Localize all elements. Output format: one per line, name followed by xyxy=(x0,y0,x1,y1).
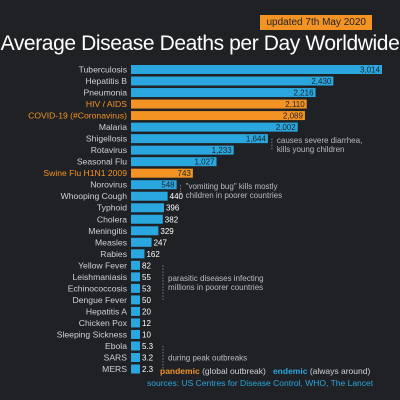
value-label-swine-flu-h1n1-2009: 743 xyxy=(178,169,192,178)
value-label-seasonal-flu: 1,027 xyxy=(194,158,215,167)
value-label-typhoid: 396 xyxy=(166,204,180,213)
bar-measles xyxy=(131,237,152,247)
value-label-cholera: 382 xyxy=(165,215,179,224)
bar-hepatitis-b xyxy=(131,76,334,86)
bar-shigellosis xyxy=(131,134,268,144)
category-label-hiv-aids: HIV / AIDS xyxy=(86,99,127,109)
bar-yellow-fever xyxy=(131,260,140,270)
value-label-chicken-pox: 12 xyxy=(142,319,151,328)
category-label-hepatitis-b: Hepatitis B xyxy=(85,76,127,86)
category-label-swine-flu-h1n1-2009: Swine Flu H1N1 2009 xyxy=(43,168,127,178)
updated-badge: updated 7th May 2020 xyxy=(260,15,372,30)
bar-leishmaniasis xyxy=(131,272,140,282)
category-label-covid-19-coronavirus: COVID-19 (#Coronavirus) xyxy=(28,111,127,121)
bar-tuberculosis xyxy=(131,65,382,74)
bar-typhoid xyxy=(131,203,164,213)
bar-pneumonia xyxy=(131,88,316,98)
value-label-rabies: 162 xyxy=(146,250,160,259)
annotation-text-0-1: kills young children xyxy=(277,145,345,154)
bar-meningitis xyxy=(131,226,159,236)
category-label-ebola: Ebola xyxy=(105,341,127,351)
value-label-mers: 2.3 xyxy=(142,365,154,374)
chart-title: Average Disease Deaths per Day Worldwide xyxy=(0,32,400,55)
value-label-meningitis: 329 xyxy=(160,227,174,236)
category-label-rotavirus: Rotavirus xyxy=(91,145,127,155)
category-label-sleeping-sickness: Sleeping Sickness xyxy=(57,329,127,339)
value-label-norovirus: 548 xyxy=(161,181,175,190)
category-label-measles: Measles xyxy=(95,237,127,247)
annotation-text-2-1: millions in poorer countries xyxy=(168,283,263,292)
bar-whooping-cough xyxy=(131,191,168,201)
bar-malaria xyxy=(131,122,298,132)
bar-covid-19-coronavirus xyxy=(131,111,305,121)
category-label-whooping-cough: Whooping Cough xyxy=(61,191,128,201)
annotation-text-1-1: children in poorer countries xyxy=(186,191,282,200)
category-label-echinococcosis: Echinococcosis xyxy=(68,283,127,293)
bar-cholera xyxy=(131,214,163,224)
bar-sleeping-sickness xyxy=(131,329,140,339)
bar-dengue-fever xyxy=(131,295,140,305)
annotation-text-1-0: "vomiting bug" kills mostly xyxy=(186,182,278,191)
value-label-shigellosis: 1,644 xyxy=(246,135,267,144)
bar-mers xyxy=(131,364,140,374)
legend-endemic-note: (always around) xyxy=(309,366,371,376)
category-label-dengue-fever: Dengue Fever xyxy=(73,295,128,305)
legend-endemic-label: endemic xyxy=(272,366,308,376)
annotation-text-3-0: during peak outbreaks xyxy=(168,354,247,363)
value-label-whooping-cough: 440 xyxy=(170,192,184,201)
value-label-rotavirus: 1,233 xyxy=(212,146,233,155)
value-label-malaria: 2,002 xyxy=(276,123,297,132)
legend: pandemic (global outbreak) endemic (alwa… xyxy=(160,366,370,376)
value-label-hepatitis-b: 2,430 xyxy=(311,77,332,86)
category-label-chicken-pox: Chicken Pox xyxy=(79,318,128,328)
bar-hiv-aids xyxy=(131,99,307,109)
category-label-cholera: Cholera xyxy=(97,214,127,224)
bar-swine-flu-h1n1-2009 xyxy=(131,168,193,178)
category-label-mers: MERS xyxy=(102,364,127,374)
value-label-yellow-fever: 82 xyxy=(142,261,151,270)
bar-norovirus xyxy=(131,180,177,190)
value-label-covid-19-coronavirus: 2,089 xyxy=(283,112,304,121)
category-label-shigellosis: Shigellosis xyxy=(86,134,127,144)
value-label-ebola: 5.3 xyxy=(142,342,154,351)
bar-chicken-pox xyxy=(131,318,140,328)
category-label-pneumonia: Pneumonia xyxy=(84,88,128,98)
category-label-rabies: Rabies xyxy=(100,249,127,259)
legend-pandemic-label: pandemic xyxy=(160,366,200,376)
bar-rotavirus xyxy=(131,145,234,155)
value-label-tuberculosis: 3,014 xyxy=(360,66,381,75)
value-label-leishmaniasis: 55 xyxy=(142,273,151,282)
category-label-hepatitis-a: Hepatitis A xyxy=(86,306,127,316)
category-label-typhoid: Typhoid xyxy=(97,203,127,213)
value-label-measles: 247 xyxy=(154,238,168,247)
value-label-hiv-aids: 2,110 xyxy=(285,100,305,109)
value-label-sleeping-sickness: 10 xyxy=(142,330,151,339)
value-label-echinococcosis: 53 xyxy=(142,284,151,293)
bar-seasonal-flu xyxy=(131,157,217,167)
category-label-meningitis: Meningitis xyxy=(88,226,127,236)
value-label-sars: 3.2 xyxy=(142,354,154,363)
category-label-malaria: Malaria xyxy=(99,122,127,132)
annotation-text-0-0: causes severe diarrhea, xyxy=(277,136,362,145)
bar-sars xyxy=(131,353,140,362)
value-label-dengue-fever: 50 xyxy=(142,296,151,305)
annotation-text-2-0: parasitic diseases infecting xyxy=(168,274,264,283)
value-label-hepatitis-a: 20 xyxy=(142,307,151,316)
value-label-pneumonia: 2,216 xyxy=(294,89,315,98)
source-note: sources: US Centres for Disease Control,… xyxy=(147,378,374,388)
category-label-leishmaniasis: Leishmaniasis xyxy=(73,272,127,282)
legend-pandemic-note: (global outbreak) xyxy=(202,366,266,376)
bar-rabies xyxy=(131,249,145,259)
category-label-norovirus: Norovirus xyxy=(90,180,127,190)
category-label-yellow-fever: Yellow Fever xyxy=(78,260,127,270)
bar-ebola xyxy=(131,341,140,351)
bar-hepatitis-a xyxy=(131,306,140,316)
category-label-tuberculosis: Tuberculosis xyxy=(79,65,127,75)
bar-echinococcosis xyxy=(131,283,140,293)
category-label-seasonal-flu: Seasonal Flu xyxy=(77,157,127,167)
category-label-sars: SARS xyxy=(104,353,128,363)
